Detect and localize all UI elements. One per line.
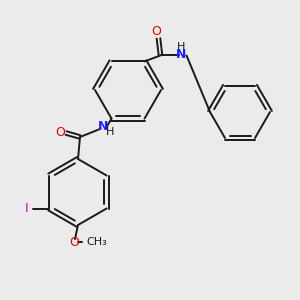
Text: N: N — [98, 119, 108, 133]
Text: CH₃: CH₃ — [86, 237, 107, 247]
Text: O: O — [55, 125, 65, 139]
Text: O: O — [69, 236, 79, 248]
Text: N: N — [176, 48, 187, 61]
Text: O: O — [152, 25, 161, 38]
Text: I: I — [25, 202, 28, 215]
Text: H: H — [106, 127, 114, 137]
Text: H: H — [177, 42, 186, 52]
